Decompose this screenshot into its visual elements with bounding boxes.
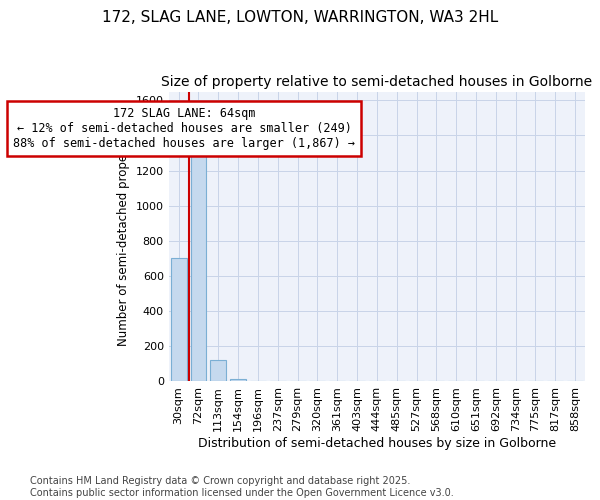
Y-axis label: Number of semi-detached properties: Number of semi-detached properties: [117, 127, 130, 346]
Bar: [191, 153, 206, 382]
Bar: [230, 379, 246, 382]
Title: Size of property relative to semi-detached houses in Golborne: Size of property relative to semi-detach…: [161, 75, 592, 89]
X-axis label: Distribution of semi-detached houses by size in Golborne: Distribution of semi-detached houses by …: [198, 437, 556, 450]
Text: 172 SLAG LANE: 64sqm
← 12% of semi-detached houses are smaller (249)
88% of semi: 172 SLAG LANE: 64sqm ← 12% of semi-detac…: [13, 108, 355, 150]
Text: Contains HM Land Registry data © Crown copyright and database right 2025.
Contai: Contains HM Land Registry data © Crown c…: [30, 476, 454, 498]
Text: 172, SLAG LANE, LOWTON, WARRINGTON, WA3 2HL: 172, SLAG LANE, LOWTON, WARRINGTON, WA3 …: [102, 10, 498, 25]
Bar: [211, 360, 226, 382]
Bar: [171, 258, 187, 382]
